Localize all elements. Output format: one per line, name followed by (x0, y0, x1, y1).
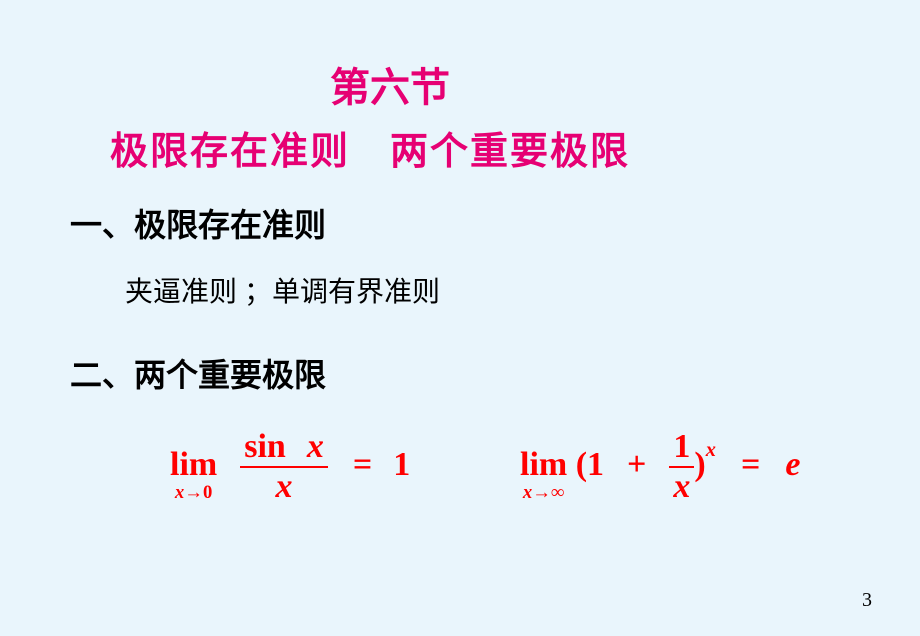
f2-equals: = (741, 446, 760, 483)
f1-num-x: x (307, 428, 324, 465)
slide: 第六节 极限存在准则 两个重要极限 一、极限存在准则 夹逼准则 ；单调有界准则 … (0, 0, 920, 636)
f2-frac-den: x (669, 468, 694, 504)
f2-open-paren: ( (576, 446, 587, 483)
formula-limit-1-plus-1overx: lim x→∞ (1 + 1 x )x = e (520, 430, 800, 504)
f2-exponent: x (706, 439, 716, 461)
f1-sub-x: x (175, 482, 184, 503)
f2-one: 1 (587, 446, 604, 483)
f2-sub-x: x (523, 482, 532, 503)
f1-rhs: 1 (393, 446, 410, 483)
f2-close-paren: ) (694, 446, 705, 483)
section2-heading: 二、两个重要极限 (70, 350, 326, 396)
title-sub: 极限存在准则 两个重要极限 (110, 120, 630, 175)
section1-heading: 一、极限存在准则 (70, 200, 326, 246)
section1-body: 夹逼准则 ；单调有界准则 (125, 270, 440, 310)
f1-sub-arrow: → (184, 482, 203, 503)
f1-lim: lim (170, 448, 217, 482)
f2-sub-target: ∞ (551, 482, 564, 503)
f1-sub-target: 0 (203, 482, 212, 503)
f2-rhs: e (785, 446, 800, 483)
title-main: 第六节 (330, 55, 450, 113)
f1-den-x: x (240, 468, 328, 504)
f2-frac-num: 1 (669, 430, 694, 468)
f1-sin: sin (244, 428, 286, 465)
f2-sub-arrow: → (532, 482, 551, 503)
page-number: 3 (862, 589, 872, 612)
f2-plus: + (627, 446, 646, 483)
f1-equals: = (353, 446, 372, 483)
f2-lim: lim (520, 448, 567, 482)
formula-limit-sinx-over-x: lim x→0 sin x x = 1 (170, 430, 410, 504)
